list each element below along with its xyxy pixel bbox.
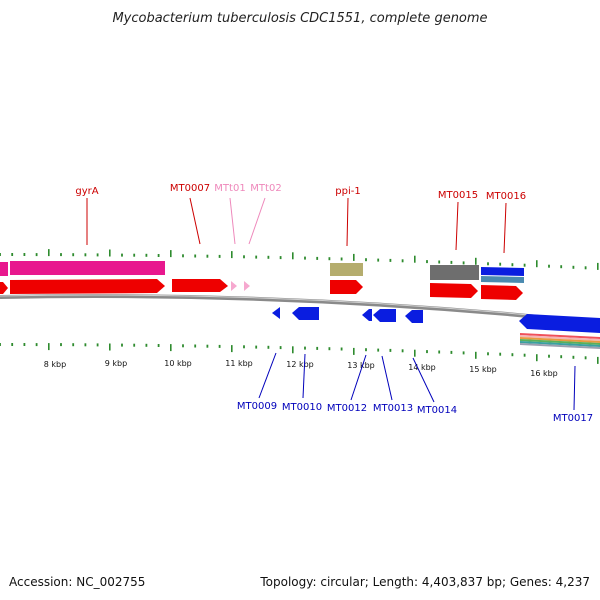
axis-label: 14 kbp	[408, 363, 436, 372]
feature-stripe-pink	[520, 335, 600, 341]
axis-label: 10 kbp	[164, 359, 192, 368]
gene-label-MT0013[interactable]: MT0013	[373, 403, 413, 414]
gene-label-MT0009[interactable]: MT0009	[237, 401, 277, 412]
accession-text: Accession: NC_002755	[9, 575, 145, 589]
gene-arrow-left-edge[interactable]	[0, 282, 8, 294]
gene-arrow-ppi-1[interactable]	[330, 280, 363, 294]
genome-backbone	[0, 294, 600, 325]
leader-line	[189, 197, 201, 245]
gene-bar-MT0016-region-blue[interactable]	[481, 267, 524, 276]
gene-label-MT0017[interactable]: MT0017	[553, 413, 593, 424]
axis-label: 13 kbp	[347, 361, 375, 370]
gene-bar-magenta-left[interactable]	[0, 262, 8, 276]
top-tick-ruler	[0, 249, 599, 270]
forward-features	[0, 261, 524, 300]
gene-arrow-MT0007[interactable]	[172, 279, 228, 292]
feature-stripe-grey	[520, 343, 600, 349]
leader-line	[302, 353, 306, 399]
leader-line	[412, 357, 435, 403]
leader-line	[258, 352, 277, 399]
map-title: Mycobacterium tuberculosis CDC1551, comp…	[112, 11, 487, 26]
gene-arrow-MT0015[interactable]	[430, 283, 478, 298]
axis-label: 9 kbp	[105, 359, 127, 368]
gene-bar-gyrA-region[interactable]	[10, 261, 165, 275]
feature-stripe-teal	[520, 341, 600, 347]
axis-label: 12 kbp	[286, 360, 314, 369]
axis-labels: 8 kbp 9 kbp 10 kbp 11 kbp 12 kbp 13 kbp …	[44, 359, 558, 378]
gene-label-MT0012[interactable]: MT0012	[327, 403, 367, 414]
gene-label-MTt02[interactable]: MTt02	[250, 183, 281, 194]
gene-label-MTt01[interactable]: MTt01	[214, 183, 245, 194]
axis-label: 8 kbp	[44, 360, 66, 369]
bottom-tick-ruler	[0, 343, 599, 364]
gene-label-MT0016[interactable]: MT0016	[486, 191, 526, 202]
gene-bar-MT0016-region-teal[interactable]	[481, 276, 524, 283]
gene-arrow-MT0017[interactable]	[519, 314, 600, 333]
leader-line	[573, 365, 576, 411]
feature-stripe-green	[520, 339, 600, 345]
trna-arrow-MTt02[interactable]	[244, 281, 250, 291]
gene-arrow-gyrA[interactable]	[10, 279, 165, 294]
gene-arrow-MT0013[interactable]	[373, 309, 396, 322]
reverse-gene-labels: MT0009 MT0010 MT0012 MT0013 MT0014 MT001…	[237, 352, 593, 424]
gene-label-MT0015[interactable]: MT0015	[438, 190, 478, 201]
feature-stripe-orange	[520, 337, 600, 343]
gene-label-MT0010[interactable]: MT0010	[282, 402, 322, 413]
leader-line	[503, 202, 507, 254]
topology-summary: Topology: circular; Length: 4,403,837 bp…	[259, 575, 590, 589]
gene-label-MT0007[interactable]: MT0007	[170, 183, 210, 194]
leader-line	[455, 201, 459, 251]
gene-bar-ppi-1-region[interactable]	[330, 263, 363, 276]
genome-backbone-highlight	[0, 294, 600, 323]
gene-arrow-MT0009[interactable]	[272, 307, 280, 319]
gene-arrow-MT0012[interactable]	[362, 309, 372, 321]
trna-arrow-MTt01[interactable]	[231, 281, 237, 291]
feature-stripe-red	[520, 333, 600, 339]
reverse-features	[272, 307, 600, 349]
axis-label: 11 kbp	[225, 359, 253, 368]
gene-label-gyrA[interactable]: gyrA	[75, 186, 98, 197]
gene-label-MT0014[interactable]: MT0014	[417, 405, 457, 416]
leader-line	[248, 197, 266, 245]
gene-arrow-MT0014[interactable]	[405, 310, 423, 323]
gene-label-ppi-1[interactable]: ppi-1	[335, 186, 360, 197]
forward-gene-labels: gyrA MT0007 MTt01 MTt02 ppi-1 MT0015 MT0…	[75, 183, 526, 254]
gene-arrow-MT0010[interactable]	[292, 307, 319, 320]
leader-line	[229, 197, 236, 245]
leader-line	[350, 354, 367, 401]
gene-arrow-MT0016[interactable]	[481, 285, 523, 300]
axis-label: 15 kbp	[469, 365, 497, 374]
leader-line	[346, 197, 349, 247]
gene-bar-MT0015-region[interactable]	[430, 265, 479, 280]
leader-line	[381, 355, 393, 401]
axis-label: 16 kbp	[530, 369, 558, 378]
